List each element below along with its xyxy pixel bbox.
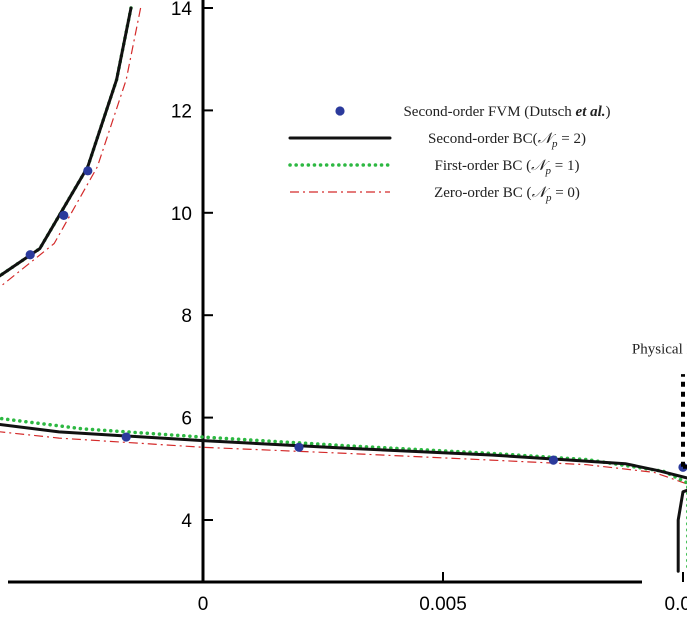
legend-text-part: ) (606, 104, 611, 120)
legend-text-part: = 1) (551, 158, 579, 174)
legend-label-second: Second-order BC(𝒩p = 2) (428, 131, 586, 150)
legend-text-part: p (545, 192, 552, 204)
second-order-bc-line (0, 6, 687, 573)
y-tick-label: 14 (171, 0, 193, 20)
legend-text-part: 𝒩 (531, 158, 550, 174)
annot-part: Physical BC ( (632, 342, 687, 358)
legend-label-first: First-order BC (𝒩p = 1) (434, 158, 579, 177)
legend-text-part: Second-order FVM (Dutsch (403, 104, 575, 120)
legend-label-fvm: Second-order FVM (Dutsch et al.) (403, 104, 610, 120)
y-tick-label: 8 (181, 306, 192, 327)
x-tick-label: 0.005 (419, 594, 467, 615)
legend-text-part: p (545, 165, 552, 177)
legend-label-zero: Zero-order BC (𝒩p = 0) (434, 185, 580, 204)
legend-text-part: Zero-order BC ( (434, 185, 531, 201)
legend-text-part: = 2) (557, 131, 585, 147)
y-tick-label: 6 (181, 409, 192, 430)
y-tick-label: 12 (171, 101, 192, 122)
legend-text-part: 𝒩 (532, 185, 551, 201)
x-tick-label: 0 (198, 594, 209, 615)
fvm-data-point (59, 210, 69, 220)
physical-bc-annotation: Physical BC (up) (632, 342, 687, 361)
zero-order-bc-line (0, 7, 687, 485)
legend-text-part: et al. (576, 104, 606, 120)
fvm-data-point (25, 250, 35, 260)
legend-text-part: First-order BC ( (434, 158, 531, 174)
legend-text-part: Second-order BC( (428, 131, 538, 147)
legend-marker-fvm (335, 106, 345, 116)
fvm-data-point (548, 455, 559, 465)
fvm-data-point (121, 432, 131, 442)
legend-text-part: = 0) (551, 185, 579, 201)
legend-text-part: 𝒩 (538, 131, 557, 147)
legend-text-part: p (551, 138, 558, 150)
fvm-data-point (83, 166, 93, 176)
x-tick-label: 0.01 (665, 594, 687, 615)
first-order-bc-line (0, 6, 687, 573)
y-tick-label: 10 (171, 204, 192, 225)
fvm-data-point (294, 442, 304, 452)
y-tick-label: 4 (181, 511, 192, 532)
